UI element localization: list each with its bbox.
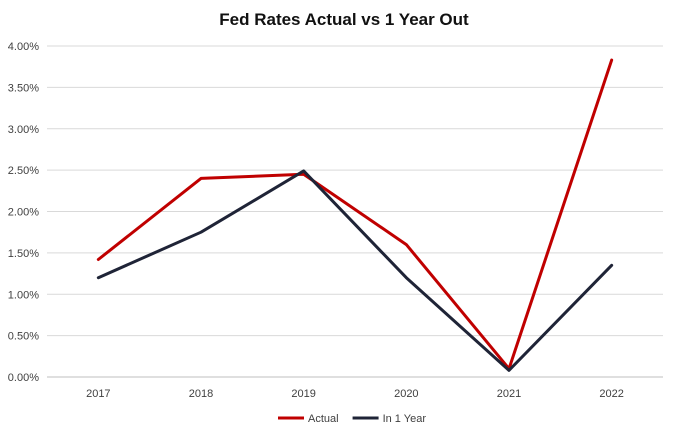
y-tick-label: 2.50%	[8, 165, 39, 177]
y-tick-label: 1.00%	[8, 289, 39, 301]
x-tick-label: 2018	[189, 388, 213, 400]
x-axis-ticks: 2017 2018 2019 2020 2021 2022	[86, 388, 624, 400]
series-line-1	[96, 169, 614, 372]
gridlines	[47, 45, 663, 378]
y-tick-label: 0.00%	[8, 372, 39, 384]
chart-title: Fed Rates Actual vs 1 Year Out	[219, 10, 469, 29]
series-line-0	[96, 58, 614, 371]
x-tick-label: 2019	[291, 388, 315, 400]
y-tick-label: 3.50%	[8, 82, 39, 94]
x-tick-label: 2020	[394, 388, 418, 400]
y-axis-ticks: 0.00% 0.50% 1.00% 1.50% 2.00% 2.50% 3.00% 3.50%…	[8, 41, 39, 384]
y-tick-label: 3.00%	[8, 124, 39, 136]
legend-label-1: In 1 Year	[383, 413, 427, 425]
x-tick-label: 2017	[86, 388, 110, 400]
y-tick-label: 2.00%	[8, 207, 39, 219]
x-tick-label: 2021	[497, 388, 521, 400]
legend-label-0: Actual	[308, 413, 339, 425]
y-tick-label: 1.50%	[8, 248, 39, 260]
series-lines	[96, 58, 614, 372]
y-tick-label: 4.00%	[8, 41, 39, 53]
legend: Actual In 1 Year	[278, 413, 426, 425]
y-tick-label: 0.50%	[8, 331, 39, 343]
x-tick-label: 2022	[599, 388, 623, 400]
